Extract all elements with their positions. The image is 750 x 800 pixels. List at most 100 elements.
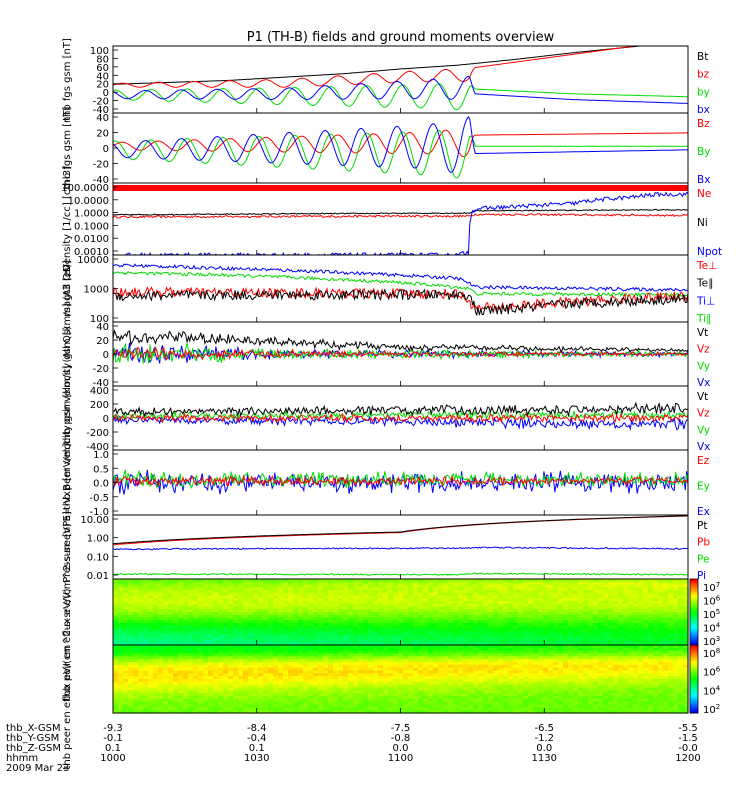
spectrogram-cell bbox=[618, 603, 624, 608]
spectrogram-cell bbox=[473, 676, 479, 680]
spectrogram-cell bbox=[538, 617, 544, 621]
spectrogram-cell bbox=[203, 690, 209, 694]
spectrogram-cell bbox=[523, 631, 529, 635]
spectrogram-cell bbox=[498, 704, 504, 708]
spectrogram-cell bbox=[368, 628, 374, 632]
spectrogram-cell bbox=[478, 696, 484, 700]
spectrogram-cell bbox=[123, 587, 129, 591]
spectrogram-cell bbox=[153, 696, 159, 700]
spectrogram-cell bbox=[263, 592, 269, 597]
spectrogram-cell bbox=[163, 642, 169, 646]
spectrogram-cell bbox=[428, 645, 434, 649]
spectrogram-cell bbox=[143, 704, 149, 708]
spectrogram-cell bbox=[248, 690, 254, 694]
spectrogram-cell bbox=[503, 606, 509, 610]
spectrogram-cell bbox=[238, 673, 244, 677]
spectrogram-cell bbox=[328, 595, 334, 599]
spectrogram-cell bbox=[283, 676, 289, 680]
spectrogram-cell bbox=[278, 676, 284, 680]
spectrogram-cell bbox=[433, 612, 439, 616]
spectrogram-cell bbox=[483, 612, 489, 616]
spectrogram-cell bbox=[128, 681, 134, 686]
spectrogram-cell bbox=[268, 603, 274, 608]
spectrogram-cell bbox=[203, 681, 209, 686]
spectrogram-cell bbox=[233, 636, 239, 641]
spectrogram-cell bbox=[588, 620, 594, 624]
spectrogram-cell bbox=[653, 595, 659, 599]
spectrogram-cell bbox=[128, 631, 134, 635]
spectrogram-cell bbox=[313, 653, 319, 657]
spectrogram-cell bbox=[223, 612, 229, 616]
series-Ez bbox=[113, 474, 688, 488]
spectrogram-cell bbox=[618, 636, 624, 641]
spectrogram-cell bbox=[513, 612, 519, 616]
spectrogram-cell bbox=[328, 581, 334, 586]
spectrogram-cell bbox=[393, 617, 399, 621]
spectrogram-cell bbox=[383, 698, 389, 703]
spectrogram-cell bbox=[248, 612, 254, 616]
spectrogram-cell bbox=[558, 612, 564, 616]
spectrogram-cell bbox=[258, 639, 264, 643]
spectrogram-cell bbox=[638, 584, 644, 588]
spectrogram-cell bbox=[243, 634, 249, 638]
spectrogram-cell bbox=[648, 642, 654, 646]
spectrogram-cell bbox=[498, 614, 504, 619]
spectrogram-cell bbox=[533, 631, 539, 635]
spectrogram-cell bbox=[358, 698, 364, 703]
spectrogram-cell bbox=[443, 609, 449, 613]
spectrogram-cell bbox=[333, 603, 339, 608]
spectrogram-cell bbox=[478, 690, 484, 694]
spectrogram-cell bbox=[308, 684, 314, 689]
spectrogram-cell bbox=[678, 636, 684, 641]
spectrogram-cell bbox=[278, 653, 284, 657]
spectrogram-cell bbox=[118, 673, 124, 677]
spectrogram-cell bbox=[373, 707, 379, 711]
spectrogram-cell bbox=[333, 592, 339, 597]
spectrogram-cell bbox=[663, 598, 669, 602]
spectrogram-cell bbox=[578, 623, 584, 627]
spectrogram-cell bbox=[538, 612, 544, 616]
spectrogram-cell bbox=[683, 614, 689, 619]
spectrogram-cell bbox=[358, 590, 364, 594]
spectrogram-cell bbox=[503, 595, 509, 599]
spectrogram-cell bbox=[123, 684, 129, 689]
spectrogram-cell bbox=[393, 650, 399, 655]
spectrogram-cell bbox=[188, 670, 194, 674]
spectrogram-cell bbox=[663, 603, 669, 608]
spectrogram-cell bbox=[548, 614, 554, 619]
spectrogram-cell bbox=[578, 581, 584, 586]
spectrogram-cell bbox=[378, 620, 384, 624]
spectrogram-cell bbox=[553, 642, 559, 646]
spectrogram-cell bbox=[658, 634, 664, 638]
spectrogram-cell bbox=[178, 690, 184, 694]
spectrogram-cell bbox=[333, 690, 339, 694]
spectrogram-cell bbox=[398, 620, 404, 624]
spectrogram-cell bbox=[248, 710, 254, 714]
spectrogram-cell bbox=[613, 581, 619, 586]
spectrogram-cell bbox=[208, 636, 214, 641]
spectrogram-cell bbox=[573, 595, 579, 599]
spectrogram-cell bbox=[118, 679, 124, 683]
spectrogram-cell bbox=[583, 584, 589, 588]
spectrogram-cell bbox=[243, 693, 249, 697]
spectrogram-cell bbox=[223, 679, 229, 683]
spectrogram-cell bbox=[533, 701, 539, 706]
spectrogram-cell bbox=[223, 701, 229, 706]
spectrogram-cell bbox=[113, 592, 119, 597]
spectrogram-cell bbox=[328, 598, 334, 602]
spectrogram-cell bbox=[448, 617, 454, 621]
spectrogram-cell bbox=[363, 587, 369, 591]
spectrogram-cell bbox=[353, 710, 359, 714]
spectrogram-cell bbox=[443, 698, 449, 703]
spectrogram-cell bbox=[258, 595, 264, 599]
spectrogram-cell bbox=[523, 584, 529, 588]
spectrogram-cell bbox=[323, 609, 329, 613]
spectrogram-cell bbox=[563, 639, 569, 643]
spectrogram-cell bbox=[533, 676, 539, 680]
spectrogram-cell bbox=[178, 667, 184, 672]
spectrogram-cell bbox=[223, 642, 229, 646]
spectrogram-cell bbox=[143, 701, 149, 706]
spectrogram-cell bbox=[673, 592, 679, 597]
spectrogram-cell bbox=[163, 634, 169, 638]
spectrogram-cell bbox=[133, 690, 139, 694]
